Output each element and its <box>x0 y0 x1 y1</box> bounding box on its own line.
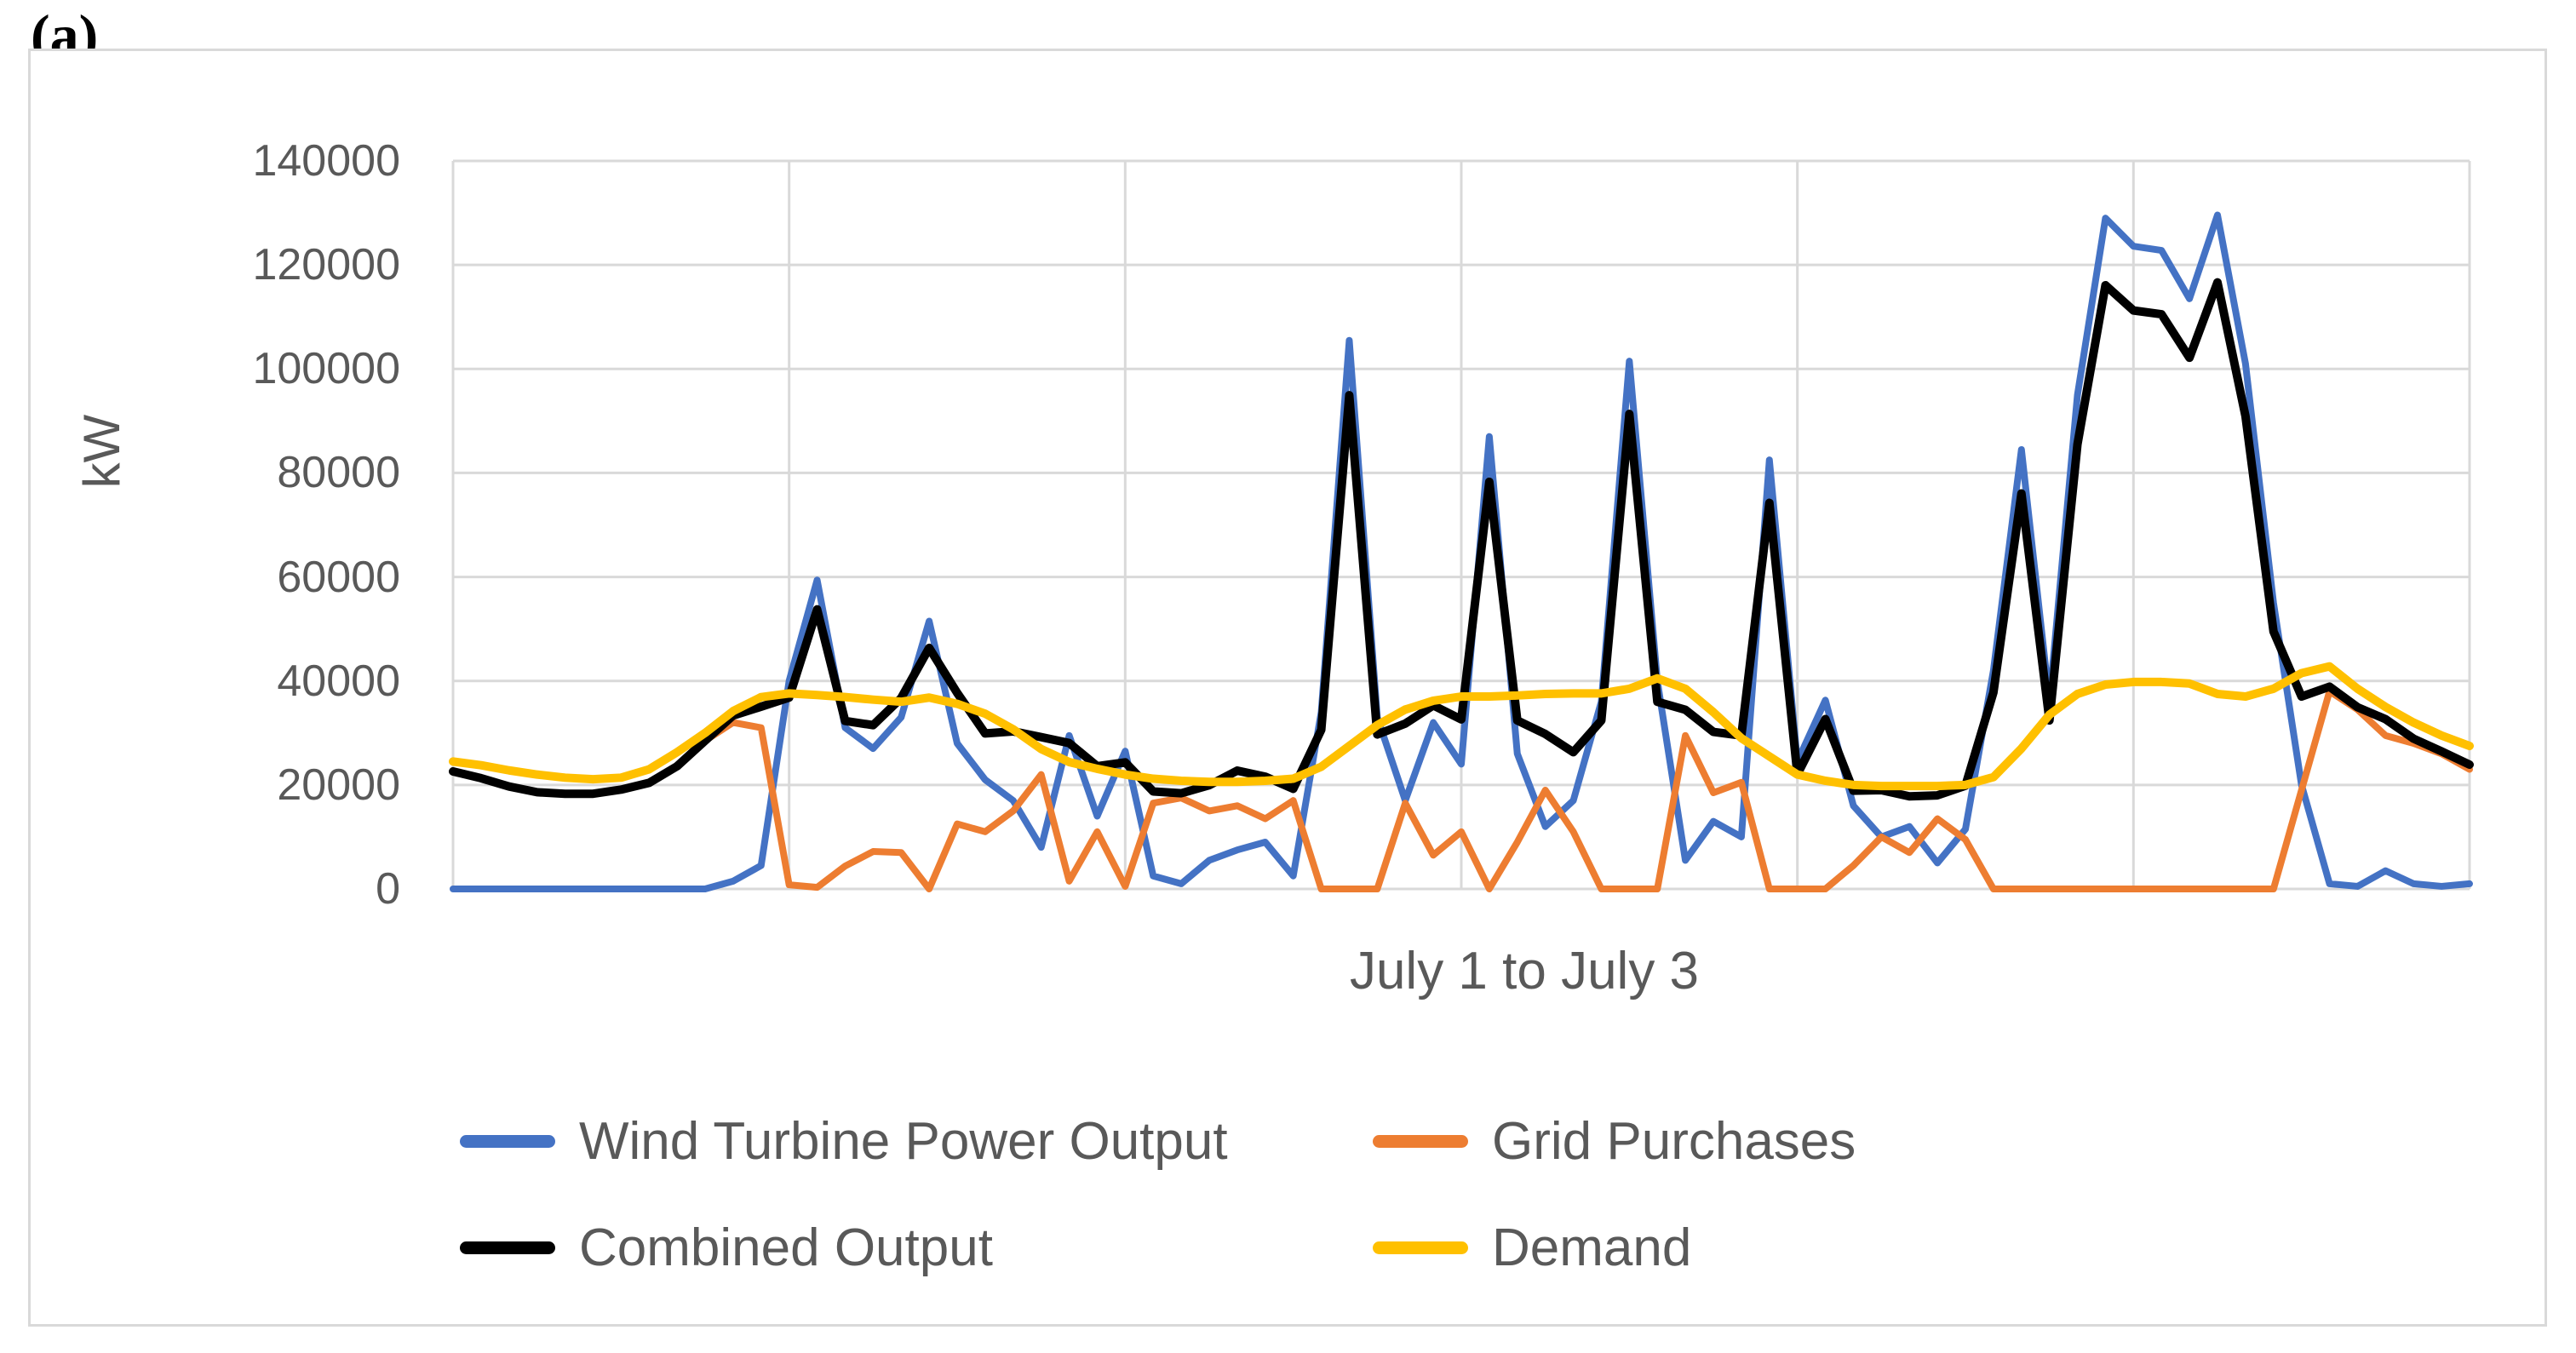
wind-series-swatch-icon <box>460 1134 555 1148</box>
series-grid-purchases <box>450 687 2473 892</box>
legend-item-demand: Demand <box>1373 1218 1691 1277</box>
legend-label-combined: Combined Output <box>579 1218 993 1277</box>
chart-frame <box>28 49 2547 1327</box>
series-wind-turbine-power-output <box>450 211 2473 892</box>
y-tick-label: 100000 <box>252 344 400 394</box>
y-tick-label: 0 <box>376 864 400 914</box>
legend-label-grid: Grid Purchases <box>1492 1111 1856 1171</box>
y-tick-label: 40000 <box>277 656 400 706</box>
y-axis-title: kW <box>73 414 130 489</box>
legend-item-grid: Grid Purchases <box>1373 1111 1856 1171</box>
y-tick-label: 80000 <box>277 448 400 498</box>
legend-label-demand: Demand <box>1492 1218 1692 1277</box>
series-demand <box>449 662 2474 791</box>
combined-series-swatch-icon <box>460 1241 555 1254</box>
legend-item-combined: Combined Output <box>460 1218 993 1277</box>
y-tick-label: 60000 <box>277 552 400 602</box>
x-axis-title: July 1 to July 3 <box>1349 942 1700 1000</box>
grid-series-swatch-icon <box>1373 1134 1468 1148</box>
legend-label-wind: Wind Turbine Power Output <box>579 1111 1228 1171</box>
legend-item-wind: Wind Turbine Power Output <box>460 1111 1228 1171</box>
y-tick-label: 140000 <box>252 136 400 186</box>
y-tick-label: 20000 <box>277 760 400 810</box>
y-tick-label: 120000 <box>252 240 400 290</box>
demand-series-swatch-icon <box>1373 1241 1468 1254</box>
